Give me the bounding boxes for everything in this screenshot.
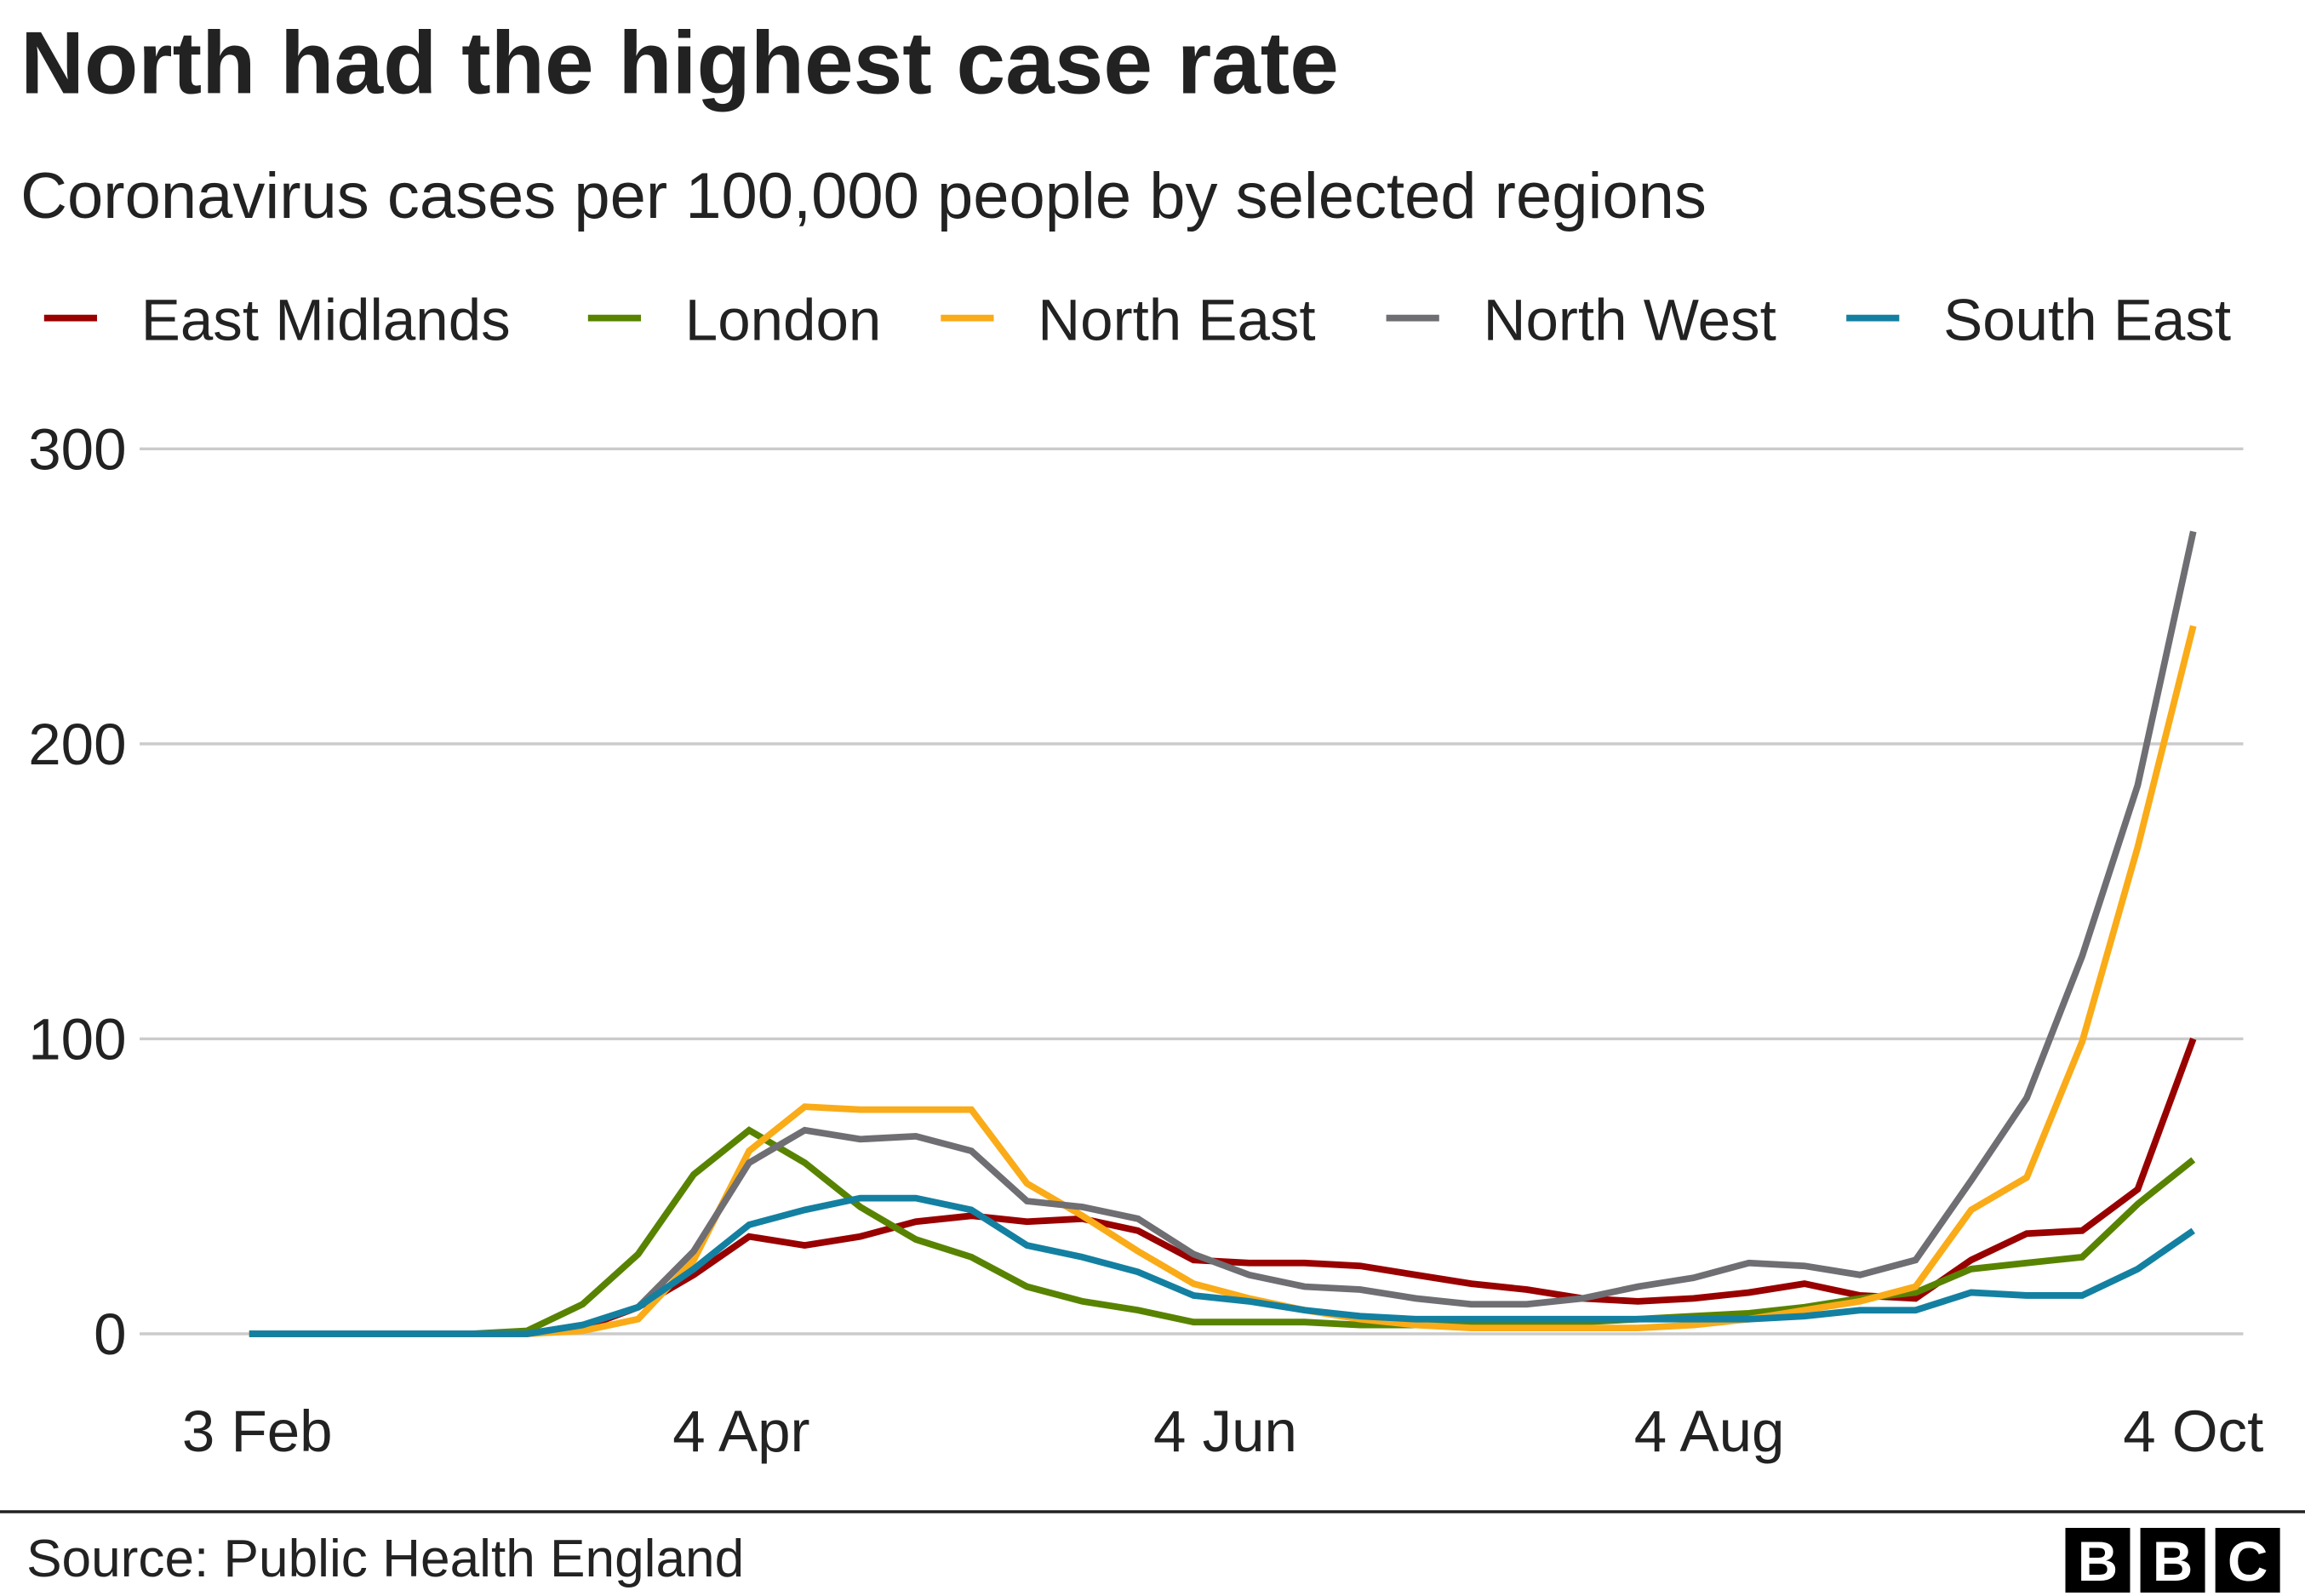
- legend-item-north-east: North East: [941, 287, 1316, 353]
- chart-title: North had the highest case rate: [20, 13, 1339, 112]
- x-axis-ticks: 3 Feb 4 Apr 4 Jun 4 Aug 4 Oct: [182, 1398, 2263, 1464]
- chart-subtitle: Coronavirus cases per 100,000 people by …: [20, 160, 1707, 232]
- series-line-north-east: [249, 625, 2197, 1337]
- x-tick-label: 4 Aug: [1634, 1398, 1785, 1464]
- svg-text:B: B: [2153, 1530, 2193, 1593]
- source-text: Source: Public Health England: [26, 1530, 744, 1588]
- x-tick-label: 4 Apr: [672, 1398, 809, 1464]
- legend-item-east-midlands: East Midlands: [43, 287, 511, 353]
- svg-text:C: C: [2228, 1530, 2268, 1593]
- legend-label: South East: [1943, 287, 2231, 353]
- legend-label: London: [685, 287, 882, 353]
- x-tick-label: 4 Jun: [1153, 1398, 1297, 1464]
- y-tick-label: 100: [28, 1006, 126, 1073]
- series-line-london: [249, 1126, 2196, 1337]
- y-tick-label: 200: [28, 711, 126, 777]
- gridlines: [140, 447, 2244, 1336]
- series-lines: [249, 530, 2197, 1337]
- y-tick-label: 0: [94, 1301, 126, 1367]
- bbc-logo: B B C: [2065, 1527, 2280, 1593]
- legend: East Midlands London North East North West S…: [43, 287, 2231, 353]
- series-line-north-west: [249, 530, 2197, 1337]
- legend-label: East Midlands: [141, 287, 511, 353]
- y-axis-ticks: 0 100 200 300: [28, 416, 126, 1368]
- svg-text:B: B: [2078, 1530, 2118, 1593]
- y-tick-label: 300: [28, 416, 126, 483]
- legend-label: North West: [1484, 287, 1776, 353]
- legend-item-north-west: North West: [1386, 287, 1776, 353]
- legend-label: North East: [1038, 287, 1315, 353]
- series-line-south-east: [249, 1194, 2195, 1337]
- legend-item-london: London: [587, 287, 882, 353]
- legend-item-south-east: South East: [1846, 287, 2231, 353]
- x-tick-label: 3 Feb: [182, 1398, 333, 1464]
- x-tick-label: 4 Oct: [2123, 1398, 2263, 1464]
